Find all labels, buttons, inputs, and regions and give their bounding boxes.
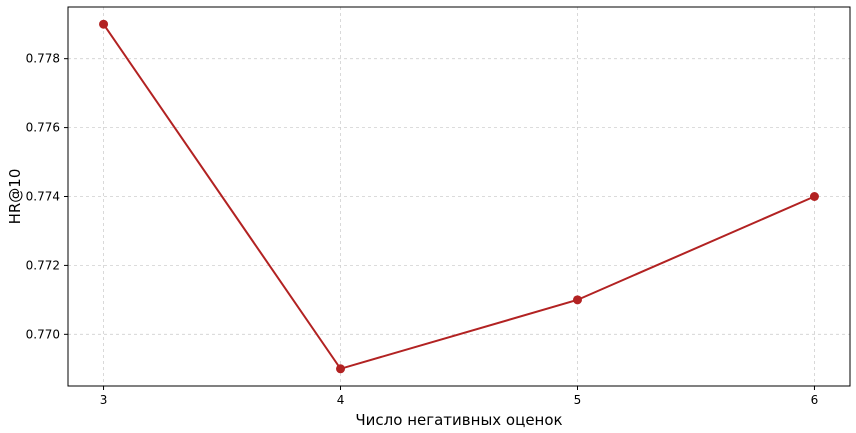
x-axis-title: Число негативных оценок xyxy=(355,411,562,429)
x-tick-label: 3 xyxy=(100,393,108,407)
grid xyxy=(68,7,850,386)
data-point xyxy=(336,364,346,374)
data-point xyxy=(809,192,819,201)
x-tick-label: 4 xyxy=(337,393,345,407)
y-tick-label: 0.776 xyxy=(26,121,60,135)
x-tick-label: 5 xyxy=(574,393,582,407)
x-axis: 3 4 5 6 xyxy=(100,386,819,407)
x-tick-label: 6 xyxy=(811,393,819,407)
y-tick-label: 0.774 xyxy=(26,190,60,204)
y-axis-title: HR@10 xyxy=(6,169,24,225)
series-line xyxy=(102,23,815,370)
y-tick-label: 0.778 xyxy=(26,52,60,66)
y-axis: 0.770 0.772 0.774 0.776 0.778 xyxy=(26,52,68,341)
data-point xyxy=(572,295,582,305)
data-point xyxy=(99,19,109,29)
y-tick-label: 0.772 xyxy=(26,258,60,272)
series-layer xyxy=(99,19,819,374)
y-tick-label: 0.770 xyxy=(26,327,60,341)
